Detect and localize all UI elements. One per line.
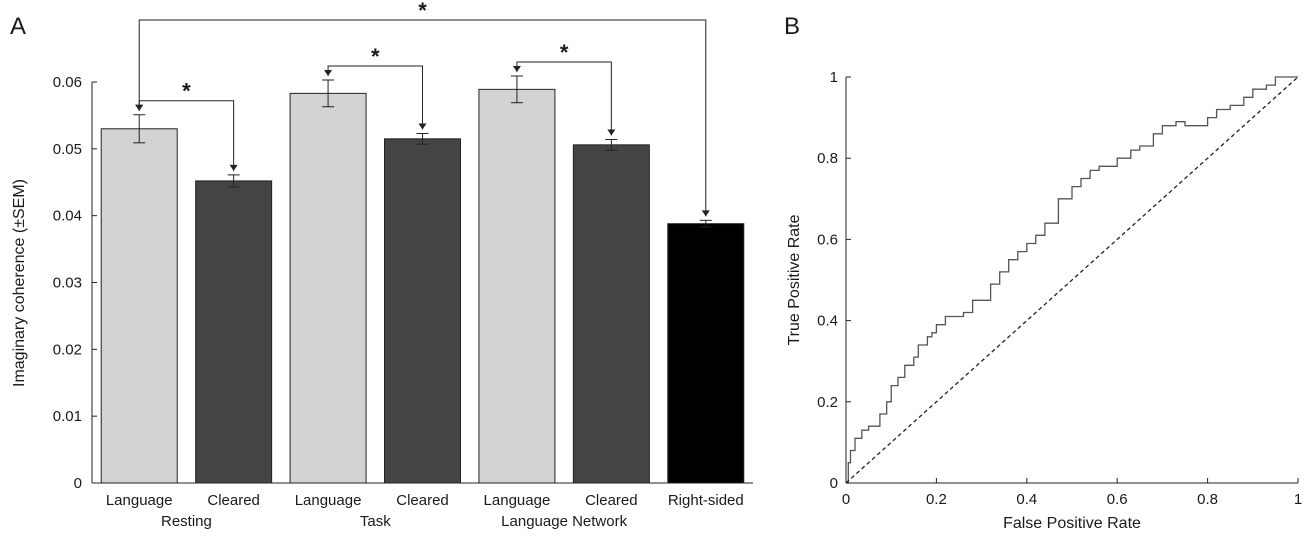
bar-3 — [384, 138, 461, 484]
panel-b-xtick-label: 0.4 — [1016, 491, 1037, 508]
panel-a-ytick-label: 0.05 — [53, 141, 82, 158]
panel-b-ytick-label: 0.8 — [817, 150, 838, 167]
panel-a-significance: * * * * — [135, 0, 710, 217]
chance-diagonal — [845, 76, 1299, 484]
panel-a-group-label: Task — [360, 513, 391, 530]
panel-a-category-label: Cleared — [585, 492, 638, 509]
panel-a-ylabel: Imaginary coherence (±SEM) — [11, 179, 28, 387]
significance-arrow-2 — [607, 129, 616, 136]
panel-a-category-label: Language — [106, 492, 173, 509]
panel-a-ytick-label: 0 — [74, 475, 82, 492]
panel-a-category-label: Cleared — [207, 492, 260, 509]
bar-4 — [478, 88, 556, 484]
bar-2 — [289, 92, 367, 484]
panel-a-letter: A — [10, 13, 26, 40]
panel-b-xtick-label: 0.6 — [1107, 491, 1128, 508]
panel-b-ytick-label: 0.6 — [817, 231, 838, 248]
significance-arrow-2 — [512, 65, 521, 72]
panel-a-ytick-label: 0.06 — [53, 74, 82, 91]
panel-a-group-label: Resting — [161, 513, 212, 530]
significance-arrow-0 — [229, 164, 238, 171]
significance-arrow-3 — [701, 210, 710, 217]
panel-a-category-label: Cleared — [396, 492, 449, 509]
panel-b-xtick-label: 0 — [842, 491, 850, 508]
significance-arrow-1 — [418, 123, 427, 130]
panel-a-bars — [100, 88, 745, 484]
panel-a-ytick-label: 0.04 — [53, 208, 82, 225]
panel-a-axes: 0 0.01 0.02 0.03 0.04 0.05 0.06 Language Cleared… — [53, 74, 753, 530]
panel-b-ylabel: True Positive Rate — [786, 214, 803, 345]
bar-5 — [572, 144, 650, 484]
significance-arrow-1 — [324, 69, 333, 76]
panel-b-ytick-label: 0.2 — [817, 394, 838, 411]
significance-star-3: * — [418, 0, 427, 23]
panel-b-xlabel: False Positive Rate — [1003, 515, 1141, 532]
panel-b-ytick-label: 0 — [830, 475, 838, 492]
bar-0 — [100, 128, 178, 484]
panel-a-error-bars — [133, 75, 712, 228]
panel-a-category-label: Language — [484, 492, 551, 509]
significance-star-0: * — [182, 79, 191, 104]
panel-b-xtick-label: 1 — [1294, 491, 1302, 508]
panel-b-ytick-label: 1 — [830, 69, 838, 86]
bar-1 — [195, 180, 273, 484]
significance-star-1: * — [371, 44, 380, 69]
panel-a-ytick-label: 0.02 — [53, 341, 82, 358]
bar-6 — [667, 223, 745, 484]
panel-a-group-label: Language Network — [501, 513, 627, 530]
panel-b-series — [845, 76, 1299, 484]
panel-a-category-label: Right-sided — [668, 492, 744, 509]
panel-b-ytick-label: 0.4 — [817, 313, 838, 330]
panel-a-ytick-label: 0.01 — [53, 408, 82, 425]
panel-b-letter: B — [784, 13, 800, 40]
significance-bracket-3 — [138, 19, 707, 217]
panel-a-category-label: Language — [295, 492, 362, 509]
panel-a-ytick-label: 0.03 — [53, 275, 82, 292]
significance-star-2: * — [560, 40, 569, 65]
panel-a-bar-chart: * * * * 0 0.01 0.02 0.03 0.04 0.05 0.06 Language Cl… — [11, 0, 753, 530]
panel-b-xtick-label: 0.8 — [1197, 491, 1218, 508]
significance-arrow-3 — [135, 104, 144, 111]
panel-b-xtick-label: 0.2 — [926, 491, 947, 508]
panel-b-axes: 0 0.2 0.4 0.6 0.8 1 0 0.2 0.4 0.6 0.8 1 — [817, 69, 1302, 508]
panel-b-roc-chart: 0 0.2 0.4 0.6 0.8 1 0 0.2 0.4 0.6 0.8 1 False Posit… — [786, 69, 1302, 532]
roc-curve — [846, 76, 1298, 484]
